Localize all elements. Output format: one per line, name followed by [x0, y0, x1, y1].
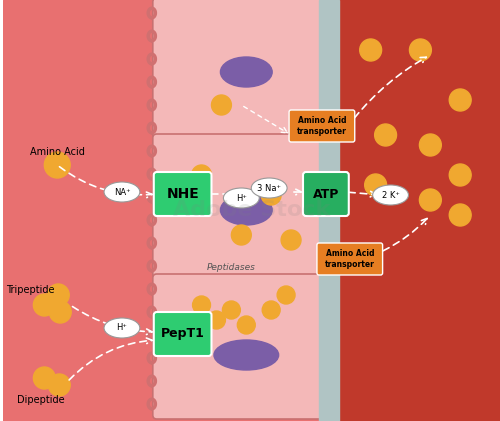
Ellipse shape — [214, 340, 278, 370]
Circle shape — [420, 189, 442, 211]
Circle shape — [232, 225, 252, 245]
FancyBboxPatch shape — [317, 243, 382, 275]
Circle shape — [374, 124, 396, 146]
Circle shape — [192, 165, 212, 185]
Circle shape — [262, 301, 280, 319]
FancyBboxPatch shape — [153, 134, 335, 279]
Text: Amino Acid
transporter: Amino Acid transporter — [297, 116, 347, 136]
Circle shape — [450, 89, 471, 111]
Text: H⁺: H⁺ — [236, 194, 247, 203]
Circle shape — [450, 204, 471, 226]
Text: 2 K⁺: 2 K⁺ — [382, 190, 400, 200]
Circle shape — [420, 134, 442, 156]
Text: Peptidases: Peptidases — [207, 264, 256, 272]
Text: Dipeptide: Dipeptide — [16, 395, 64, 405]
FancyBboxPatch shape — [154, 312, 212, 356]
Circle shape — [261, 185, 281, 205]
Circle shape — [34, 294, 56, 316]
Text: PepT1: PepT1 — [160, 328, 204, 341]
Ellipse shape — [224, 188, 259, 208]
Text: H⁺: H⁺ — [116, 323, 128, 333]
Circle shape — [222, 301, 240, 319]
FancyBboxPatch shape — [303, 172, 349, 216]
Ellipse shape — [252, 178, 287, 198]
Ellipse shape — [220, 57, 272, 87]
Bar — [321, 0, 500, 421]
Ellipse shape — [372, 185, 408, 205]
Circle shape — [208, 311, 226, 329]
Circle shape — [364, 174, 386, 196]
Circle shape — [192, 326, 210, 344]
Circle shape — [44, 152, 70, 178]
Ellipse shape — [220, 195, 272, 225]
Text: 3 Na⁺: 3 Na⁺ — [257, 184, 281, 192]
Ellipse shape — [104, 318, 140, 338]
FancyBboxPatch shape — [153, 0, 335, 139]
FancyBboxPatch shape — [289, 110, 354, 142]
Circle shape — [238, 316, 256, 334]
Text: ATP: ATP — [312, 187, 339, 200]
FancyBboxPatch shape — [154, 172, 212, 216]
Circle shape — [450, 164, 471, 186]
Circle shape — [48, 284, 69, 306]
Text: Amino Acid: Amino Acid — [30, 147, 84, 157]
Circle shape — [50, 301, 71, 323]
Bar — [2, 0, 321, 421]
Text: Adobe Stock: Adobe Stock — [172, 200, 330, 220]
Bar — [319, 0, 339, 421]
Circle shape — [192, 296, 210, 314]
Circle shape — [277, 286, 295, 304]
Text: NHE: NHE — [166, 187, 199, 201]
Text: Tripeptide: Tripeptide — [6, 285, 54, 295]
Text: Amino Acid
transporter: Amino Acid transporter — [325, 249, 374, 269]
Text: NA⁺: NA⁺ — [114, 187, 130, 197]
Circle shape — [410, 39, 432, 61]
Circle shape — [34, 367, 56, 389]
Circle shape — [212, 95, 232, 115]
FancyBboxPatch shape — [153, 274, 335, 419]
Circle shape — [48, 374, 70, 396]
Circle shape — [281, 230, 301, 250]
Ellipse shape — [104, 182, 140, 202]
Circle shape — [360, 39, 382, 61]
